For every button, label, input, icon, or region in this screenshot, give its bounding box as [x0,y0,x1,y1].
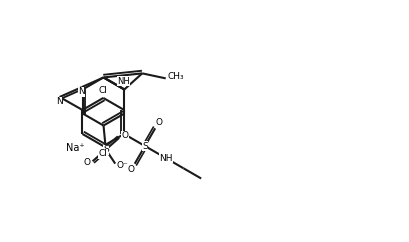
Text: NH: NH [159,153,172,163]
Text: O: O [83,158,90,167]
Text: N: N [56,97,63,106]
Text: Na⁺: Na⁺ [66,143,85,153]
Text: O: O [155,118,162,127]
Text: O: O [121,131,128,140]
Text: O⁻: O⁻ [116,161,128,170]
Text: CH₃: CH₃ [167,72,184,81]
Text: Cl: Cl [99,149,108,158]
Text: Cl: Cl [99,86,108,95]
Text: N: N [78,87,85,96]
Text: NH: NH [117,76,130,86]
Text: S: S [103,145,108,154]
Text: O: O [128,165,135,174]
Text: S: S [142,142,148,151]
